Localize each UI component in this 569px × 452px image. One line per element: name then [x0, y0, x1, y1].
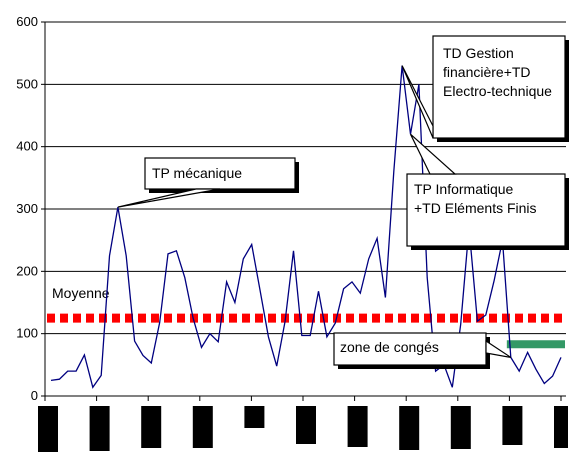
annotation-callout: TP mécanique	[117, 157, 299, 208]
callout-text: TD Gestion	[443, 45, 514, 61]
y-tick-label: 300	[16, 201, 38, 216]
x-axis-ticks	[44, 396, 562, 401]
x-label-block	[89, 406, 110, 451]
y-tick-label: 500	[16, 76, 38, 91]
x-label-block	[399, 406, 420, 450]
average-line: Moyenne	[47, 285, 566, 323]
series-polyline	[50, 65, 562, 389]
annotation-callout: TD Gestion financière+TD Electro-technique	[401, 35, 569, 142]
y-tick-label: 100	[16, 326, 38, 341]
average-label: Moyenne	[52, 285, 110, 301]
annotation-callout: TP Informatique +TD Eléments Finis	[406, 133, 569, 250]
grid-lines	[45, 21, 566, 335]
callout-box	[432, 35, 566, 139]
x-axis-label-blocks	[38, 406, 568, 452]
x-label-block	[554, 406, 568, 448]
x-label-block	[244, 406, 265, 428]
callout-pointer	[117, 188, 221, 208]
x-label-block	[141, 406, 162, 448]
x-label-block	[450, 406, 471, 449]
y-tick-label: 600	[16, 14, 38, 29]
y-axis-ticks: 0 100 200 300 400 500 600	[16, 14, 45, 403]
callout-text: TP mécanique	[152, 165, 242, 181]
x-label-block	[296, 406, 316, 444]
callout-pointer	[485, 339, 512, 358]
callout-text: Electro-technique	[443, 83, 552, 99]
callout-box	[406, 173, 566, 247]
callout-pointer	[401, 65, 434, 139]
callout-text: +TD Eléments Finis	[414, 200, 537, 216]
annotation-callout: zone de congés	[333, 332, 512, 369]
callout-pointer	[409, 133, 457, 175]
x-label-block	[502, 406, 523, 445]
x-label-block	[38, 406, 58, 452]
series-line	[50, 65, 562, 389]
x-label-block	[347, 406, 368, 447]
callout-text: TP Informatique	[414, 181, 514, 197]
y-tick-label: 400	[16, 139, 38, 154]
callout-text: financière+TD	[443, 64, 531, 80]
callout-box	[144, 157, 296, 190]
callout-text: zone de congés	[340, 339, 439, 355]
x-label-block	[192, 406, 213, 448]
annotations: TP mécanique TD Gestion financière+TD Elect…	[117, 35, 569, 369]
y-tick-label: 0	[31, 388, 38, 403]
y-tick-label: 200	[16, 263, 38, 278]
